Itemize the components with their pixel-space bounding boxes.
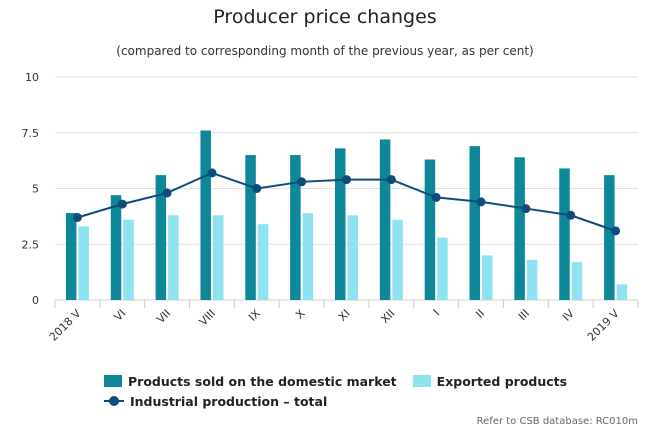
point-industrial xyxy=(207,168,217,178)
x-tick-label: III xyxy=(516,307,532,323)
bar-exported xyxy=(212,215,224,300)
bar-domestic xyxy=(245,155,256,300)
bar-exported xyxy=(616,284,628,300)
bar-exported xyxy=(437,237,448,300)
chart-subtitle: (compared to corresponding month of the … xyxy=(116,44,534,58)
source-credit: Refer to CSB database: RC010m xyxy=(476,416,638,427)
x-tick-label: II xyxy=(473,307,487,321)
point-industrial xyxy=(162,188,172,198)
legend-swatch-industrial xyxy=(104,395,124,407)
bar-exported xyxy=(78,226,89,300)
point-industrial xyxy=(252,184,262,193)
point-industrial xyxy=(431,192,441,202)
point-industrial xyxy=(611,226,621,236)
legend-label-exported: Exported products xyxy=(436,373,568,389)
bar-exported xyxy=(123,219,134,300)
bar-exported xyxy=(392,219,403,300)
point-industrial xyxy=(521,204,531,214)
bar-domestic xyxy=(110,195,122,300)
bar-domestic xyxy=(65,213,77,300)
x-tick-label: X xyxy=(293,307,308,322)
x-tick-label: VII xyxy=(154,307,173,326)
legend-swatch-domestic xyxy=(104,375,122,387)
bar-domestic xyxy=(200,130,211,300)
bar-exported xyxy=(347,215,358,300)
legend-item-exported[interactable]: Exported products xyxy=(412,373,568,389)
y-tick-label: 7.5 xyxy=(22,127,40,140)
bar-exported xyxy=(257,224,269,300)
point-industrial xyxy=(386,175,396,185)
y-tick-label: 2.5 xyxy=(22,238,40,251)
x-tick-label: 2018 V xyxy=(47,307,84,344)
bar-exported xyxy=(526,259,538,300)
x-tick-label: VIII xyxy=(197,307,218,328)
x-tick-label: XII xyxy=(378,307,397,326)
point-industrial xyxy=(117,199,127,209)
legend-label-industrial: Industrial production – total xyxy=(130,393,328,409)
point-industrial xyxy=(297,177,307,187)
bar-exported xyxy=(571,262,583,300)
legend: Products sold on the domestic market Exp… xyxy=(104,371,583,411)
point-industrial xyxy=(476,197,486,207)
bar-domestic xyxy=(559,168,570,300)
chart-title: Producer price changes xyxy=(213,6,437,28)
bar-domestic xyxy=(424,159,436,300)
y-tick-label: 10 xyxy=(25,71,39,84)
x-tick-label: 2019 V xyxy=(585,307,622,344)
point-industrial xyxy=(342,175,351,185)
legend-item-domestic[interactable]: Products sold on the domestic market xyxy=(104,374,397,389)
bar-domestic xyxy=(604,175,615,300)
x-tick-label: XI xyxy=(336,307,353,324)
y-tick-label: 0 xyxy=(32,294,39,307)
point-industrial xyxy=(72,212,82,222)
legend-swatch-exported xyxy=(412,375,431,387)
bar-domestic xyxy=(290,155,301,300)
legend-label-domestic: Products sold on the domestic market xyxy=(128,373,397,389)
x-tick-label: I xyxy=(431,307,442,318)
legend-item-industrial[interactable]: Industrial production – total xyxy=(104,394,327,409)
bar-domestic xyxy=(379,139,391,300)
x-tick-label: IX xyxy=(246,307,263,324)
bar-domestic xyxy=(155,175,167,300)
y-tick-label: 5 xyxy=(32,183,39,196)
bar-exported xyxy=(168,215,179,300)
x-tick-label: VI xyxy=(112,307,129,324)
bar-domestic xyxy=(469,146,481,300)
bar-exported xyxy=(482,255,493,300)
x-tick-label: IV xyxy=(560,307,577,324)
point-industrial xyxy=(566,210,576,220)
bar-exported xyxy=(302,213,314,300)
bar-domestic xyxy=(514,157,525,300)
bar-domestic xyxy=(335,148,346,300)
